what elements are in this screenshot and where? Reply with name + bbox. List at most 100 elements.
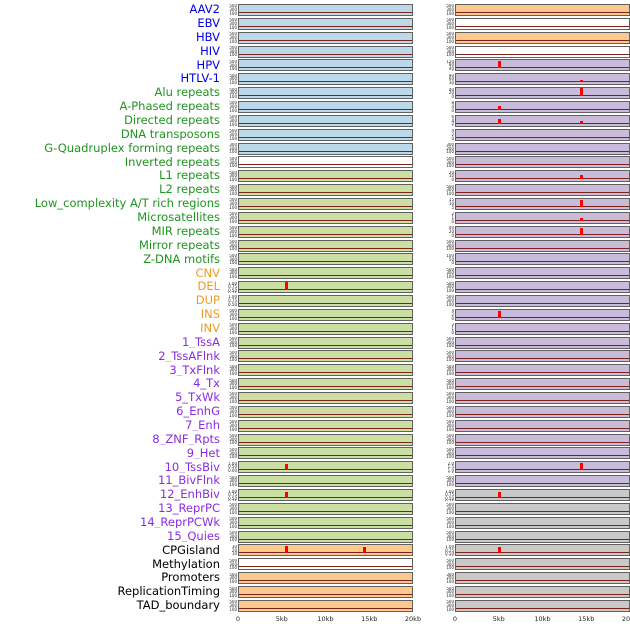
cell-right: 500 300 100 [439,516,630,530]
row-label: 6_EnhG [176,406,220,418]
y-tick-label: 100 [446,523,454,529]
y-tick-label: 100 [229,246,237,252]
y-tick-label: 500 [229,406,237,411]
x-tick-label: 20kb [621,614,630,623]
cell-right: 500 300 100 [439,349,630,363]
y-tick-label: 100 [229,509,237,515]
y-axis-ticks: 500 300 100 [222,240,238,251]
mini-panel-left [238,73,413,86]
mini-panel-left [238,87,413,100]
cell-left: 500 300 100 [222,252,413,266]
y-tick-label: 0.00 [228,468,237,473]
y-tick-label: 100 [229,177,237,182]
y-tick-label: 500 [446,267,454,272]
y-tick-label: 500 [229,73,237,78]
signal-baseline [239,302,412,304]
mini-panel-left [238,475,413,488]
y-axis-ticks: 100 50 0 [439,254,455,265]
cell-left: 500 300 100 [222,349,413,363]
y-tick-label: 1.5 [447,464,454,470]
signal-baseline [239,25,412,27]
track-row: 2_TssAFlnk 500 300 100 500 300 100 [0,349,630,363]
row-label: HIV [200,45,220,58]
y-axis-ticks: 500 300 100 [439,587,455,598]
y-tick-label: 300 [229,395,237,401]
y-tick-label: 500 [446,420,454,425]
mini-panel-right [455,586,630,599]
y-tick-label: 500 [229,364,237,369]
y-tick-label: 100 [229,218,237,224]
row-label: CPGisland [162,544,220,557]
track-row: Mirror repeats 500 300 100 500 300 100 [0,239,630,253]
y-tick-label: 100 [229,80,237,85]
y-tick-label: 300 [446,34,454,40]
y-tick-label: 30 [448,79,454,85]
track-row: Alu repeats 500 300 100 40 20 0 [0,86,630,100]
y-tick-label: 500 [446,184,454,189]
y-axis-ticks: 30 20 10 [222,545,238,556]
y-tick-label: 2 [451,131,454,137]
cell-right: 500 300 100 [439,530,630,544]
y-tick-label: 500 [229,350,237,355]
signal-baseline [239,399,412,401]
cell-right: 20 10 0 [439,169,630,183]
cell-left: 500 300 100 [222,447,413,461]
track-row: A-Phased repeats 500 300 100 8 4 0 [0,100,630,114]
mini-panel-left [238,100,413,113]
y-axis-ticks: 500 300 100 [222,600,238,611]
y-axis-ticks: 500 300 100 [222,115,238,126]
signal-baseline [456,39,629,41]
x-axis-right-cell: 0 5kb 10kb 15kb 20kb [439,613,630,627]
cell-right: 500 300 100 [439,266,630,280]
y-tick-label: 1.00 [228,281,237,286]
y-tick-label: 0.75 [228,492,237,498]
row-label: 1_TssA [181,336,220,349]
signal-baseline [239,11,412,13]
signal-baseline [456,233,629,235]
y-tick-label: 500 [229,420,237,425]
y-tick-label: 4 [451,117,454,123]
cell-left: 500 300 100 [222,599,413,613]
y-tick-label: 100 [446,606,454,612]
signal-baseline [239,219,412,221]
cell-left: 500 300 100 [222,322,413,336]
cell-right: 500 300 100 [439,585,630,599]
cell-right: 500 300 100 [439,599,630,613]
signal-baseline [456,358,629,360]
y-tick-label: 100 [229,371,237,376]
track-row: INV 500 300 100 2 1 0 [0,322,630,336]
cell-left: 500 300 100 [222,391,413,405]
y-tick-label: 500 [229,572,237,577]
y-axis-ticks: 500 300 100 [439,46,455,57]
row-label: A-Phased repeats [119,101,220,113]
y-tick-label: 300 [229,575,237,581]
mini-panel-right [455,350,630,363]
x-tick-label: 15kb [361,614,378,623]
signal-baseline [456,219,629,221]
y-tick-label: 300 [229,270,237,276]
track-row: Inverted repeats 500 300 100 500 300 100 [0,155,630,169]
row-label: Alu repeats [154,87,220,99]
cell-right: 40 20 0 [439,225,630,239]
y-tick-label: 300 [229,325,237,331]
y-tick-label: 300 [229,173,237,179]
x-tick-label: 0 [452,614,458,623]
y-tick-label: 100 [229,606,237,612]
y-tick-label: 300 [229,48,237,54]
y-tick-label: 100 [229,38,237,44]
y-tick-label: 300 [229,201,237,207]
y-tick-label: 1 [451,215,454,221]
row-label: INV [200,322,220,335]
y-axis-ticks: 500 300 100 [222,448,238,459]
y-axis-ticks: 500 300 100 [439,559,455,570]
y-axis-ticks: 500 300 100 [439,185,455,196]
y-tick-label: 2.0 [447,461,454,466]
cell-right: 500 300 100 [439,3,630,17]
y-axis-ticks: 500 300 100 [439,4,455,15]
row-label: AAV2 [189,4,220,16]
y-tick-label: 300 [229,242,237,248]
signal-baseline [239,289,412,291]
